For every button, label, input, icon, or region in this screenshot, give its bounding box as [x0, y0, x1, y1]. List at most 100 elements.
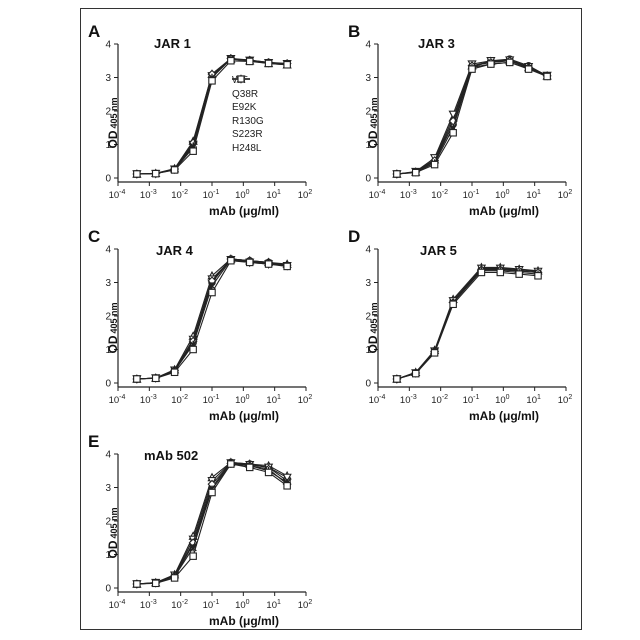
series-line-e92k	[397, 268, 538, 379]
panel-d-xlabel: mAb (μg/ml)	[424, 409, 584, 423]
x-tick-label: 100	[495, 189, 510, 201]
x-tick-label: 10-4	[109, 394, 126, 406]
x-tick-label: 101	[526, 394, 541, 406]
x-tick-label: 101	[266, 394, 281, 406]
x-tick-label: 10-3	[140, 394, 157, 406]
panel-a-title: JAR 1	[154, 36, 191, 51]
data-point-h248l	[431, 161, 437, 167]
x-tick-label: 101	[526, 189, 541, 201]
y-tick-label: 4	[105, 40, 111, 51]
data-point-h248l	[284, 62, 290, 68]
x-tick-label: 102	[298, 394, 313, 406]
data-point-h248l	[507, 59, 513, 65]
data-point-h248l	[394, 171, 400, 177]
data-point-h248l	[413, 370, 419, 376]
data-point-h248l	[265, 261, 271, 267]
data-point-h248l	[171, 575, 177, 581]
data-point-h248l	[431, 350, 437, 356]
x-tick-label: 101	[266, 599, 281, 611]
data-point-h248l	[171, 369, 177, 375]
panel-c-xlabel: mAb (μg/ml)	[164, 409, 324, 423]
data-point-h248l	[450, 301, 456, 307]
panel-c-ylabel: OD405 nm	[106, 273, 122, 383]
series-line-r130g	[397, 61, 547, 174]
series-line-h248l	[397, 273, 538, 380]
panel-e-title: mAb 502	[144, 448, 198, 463]
x-tick-label: 101	[266, 189, 281, 201]
panel-d-ylabel: OD405 nm	[366, 273, 382, 383]
x-tick-label: 10-2	[171, 394, 188, 406]
data-point-h248l	[209, 78, 215, 84]
panel-a-ylabel: OD405 nm	[106, 68, 122, 178]
x-tick-label: 10-2	[171, 599, 188, 611]
data-point-h248l	[190, 346, 196, 352]
data-point-h248l	[134, 376, 140, 382]
x-tick-label: 10-1	[463, 189, 480, 201]
series-line-s223r	[397, 271, 538, 379]
data-point-h248l	[153, 580, 159, 586]
panel-a: 0123410-410-310-210-1100101102 A JAR 1 O…	[84, 20, 324, 225]
data-point-h248l	[284, 483, 290, 489]
panel-c-letter: C	[88, 227, 100, 247]
panel-c: 0123410-410-310-210-1100101102 C JAR 4 O…	[84, 225, 324, 430]
series-line-wt	[397, 59, 547, 174]
data-point-h248l	[134, 171, 140, 177]
y-tick-label: 4	[365, 40, 371, 51]
x-tick-label: 10-3	[140, 189, 157, 201]
data-point-h248l	[497, 269, 503, 275]
x-tick-label: 102	[558, 189, 573, 201]
x-tick-label: 10-1	[203, 394, 220, 406]
panel-a-xlabel: mAb (μg/ml)	[164, 204, 324, 218]
x-tick-label: 10-2	[431, 394, 448, 406]
data-point-h248l	[190, 553, 196, 559]
y-tick-label: 4	[105, 245, 111, 256]
legend: WT Q38R E92K R130G S223R H248L	[232, 74, 264, 155]
data-point-h248l	[228, 58, 234, 64]
series-line-s223r	[397, 62, 547, 174]
data-point-h248l	[247, 259, 253, 265]
panel-e-ylabel: OD405 nm	[106, 478, 122, 588]
legend-item-h248l: H248L	[232, 142, 264, 156]
data-point-h248l	[450, 130, 456, 136]
data-point-h248l	[265, 60, 271, 66]
series-line-e92k	[397, 60, 547, 174]
x-tick-label: 10-4	[369, 189, 386, 201]
data-point-h248l	[525, 66, 531, 72]
x-tick-label: 100	[495, 394, 510, 406]
data-point-h248l	[535, 273, 541, 279]
data-point-h248l	[209, 289, 215, 295]
legend-h248l-marker-icon	[232, 74, 250, 84]
data-point-h248l	[544, 73, 550, 79]
x-tick-label: 10-3	[140, 599, 157, 611]
panel-e-xlabel: mAb (μg/ml)	[164, 614, 324, 628]
data-point-h248l	[228, 461, 234, 467]
y-tick-label: 4	[105, 450, 111, 461]
x-tick-label: 10-2	[171, 189, 188, 201]
panel-d: 0123410-410-310-210-1100101102 D JAR 5 O…	[344, 225, 584, 430]
data-point-h248l	[265, 469, 271, 475]
panel-b: 0123410-410-310-210-1100101102 B JAR 3 O…	[344, 20, 584, 225]
data-point-h248l	[171, 167, 177, 173]
x-tick-label: 100	[235, 599, 250, 611]
panel-b-title: JAR 3	[418, 36, 455, 51]
x-tick-label: 100	[235, 394, 250, 406]
data-point-h248l	[228, 258, 234, 264]
x-tick-label: 10-2	[431, 189, 448, 201]
data-point-h248l	[413, 169, 419, 175]
panel-b-ylabel: OD405 nm	[366, 68, 382, 178]
data-point-h248l	[284, 263, 290, 269]
x-tick-label: 10-3	[400, 394, 417, 406]
x-tick-label: 10-1	[203, 189, 220, 201]
data-point-h248l	[209, 489, 215, 495]
x-tick-label: 10-4	[109, 189, 126, 201]
panel-c-title: JAR 4	[156, 243, 193, 258]
x-tick-label: 10-3	[400, 189, 417, 201]
legend-item-s223r: S223R	[232, 128, 264, 142]
legend-item-e92k: E92K	[232, 101, 264, 115]
legend-item-q38r: Q38R	[232, 88, 264, 102]
data-point-h248l	[247, 58, 253, 64]
data-point-h248l	[134, 581, 140, 587]
y-tick-label: 4	[365, 245, 371, 256]
data-point-h248l	[394, 376, 400, 382]
series-line-q38r	[397, 61, 547, 174]
